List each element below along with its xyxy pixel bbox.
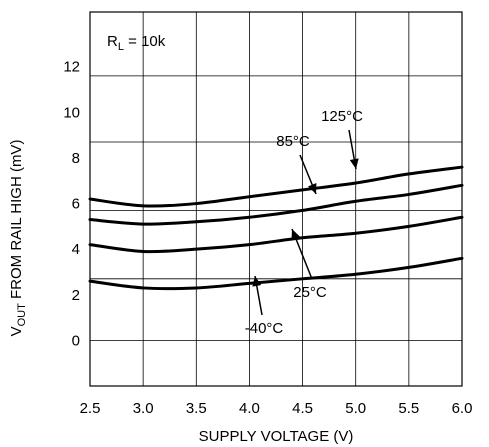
series-label: -40°C	[245, 320, 284, 337]
y-tick-label: 2	[72, 287, 80, 304]
y-tick-label: 4	[72, 241, 80, 258]
y-tick-label: 8	[72, 150, 80, 167]
x-tick-label: 4.0	[239, 400, 260, 417]
x-tick-label: 4.5	[292, 400, 313, 417]
arrow-head-icon	[349, 158, 359, 169]
series-lines	[88, 165, 464, 291]
y-tick-label: 0	[72, 332, 80, 349]
grid	[90, 12, 462, 386]
x-tick-label: 6.0	[452, 400, 473, 417]
series-labels: 125°C 85°C 25°C -40°C	[245, 108, 363, 337]
x-tick-label: 2.5	[80, 400, 101, 417]
x-tick-label: 5.0	[345, 400, 366, 417]
series-label: 85°C	[276, 133, 310, 150]
load-resistance-annotation: RL = 10k	[107, 33, 166, 53]
series-label: 125°C	[321, 108, 363, 125]
series-line	[88, 256, 464, 291]
x-tick-label: 5.5	[398, 400, 419, 417]
arrow-head-icon	[291, 229, 300, 240]
x-axis-title: SUPPLY VOLTAGE (V)	[199, 428, 354, 445]
y-tick-label: 6	[72, 196, 80, 213]
series-line	[88, 183, 464, 226]
arrow-head-icon	[308, 183, 317, 194]
x-tick-labels: 2.5 3.0 3.5 4.0 4.5 5.0 5.5 6.0	[80, 400, 473, 417]
arrow-head-icon	[252, 276, 262, 287]
x-tick-label: 3.5	[186, 400, 207, 417]
y-tick-label: 12	[63, 59, 80, 76]
series-label: 25°C	[293, 284, 327, 301]
series-line	[88, 215, 464, 254]
y-axis-title: VOUT FROM RAIL HIGH (mV)	[8, 140, 28, 337]
plot-frame	[89, 11, 463, 387]
y-tick-label: 10	[63, 104, 80, 121]
x-tick-label: 3.0	[133, 400, 154, 417]
y-tick-labels: 0 2 4 6 8 10 12	[63, 59, 80, 350]
series-line	[88, 165, 464, 208]
